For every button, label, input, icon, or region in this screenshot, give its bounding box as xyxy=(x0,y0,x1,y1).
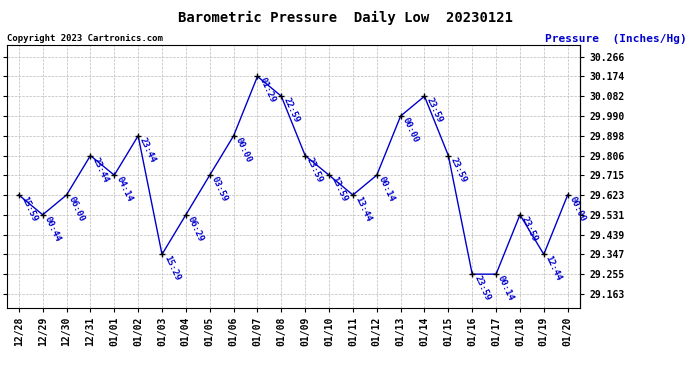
Text: 23:44: 23:44 xyxy=(138,136,157,164)
Text: Barometric Pressure  Daily Low  20230121: Barometric Pressure Daily Low 20230121 xyxy=(177,11,513,26)
Text: 23:59: 23:59 xyxy=(520,215,540,243)
Text: 22:59: 22:59 xyxy=(282,96,301,124)
Text: 00:14: 00:14 xyxy=(377,175,396,203)
Text: 06:00: 06:00 xyxy=(66,195,86,223)
Text: 23:44: 23:44 xyxy=(90,156,110,184)
Text: 23:59: 23:59 xyxy=(448,156,468,184)
Text: 12:44: 12:44 xyxy=(544,254,563,282)
Text: 01:29: 01:29 xyxy=(257,76,277,105)
Text: 00:44: 00:44 xyxy=(43,215,62,243)
Text: 03:59: 03:59 xyxy=(210,175,229,203)
Text: 04:14: 04:14 xyxy=(115,175,134,203)
Text: 13:59: 13:59 xyxy=(329,175,348,203)
Text: 23:59: 23:59 xyxy=(305,156,325,184)
Text: 23:59: 23:59 xyxy=(472,274,492,302)
Text: 13:44: 13:44 xyxy=(353,195,373,223)
Text: 00:00: 00:00 xyxy=(401,116,420,144)
Text: 23:59: 23:59 xyxy=(424,96,444,124)
Text: 15:29: 15:29 xyxy=(162,254,181,282)
Text: 06:29: 06:29 xyxy=(186,215,206,243)
Text: Pressure  (Inches/Hg): Pressure (Inches/Hg) xyxy=(545,34,687,44)
Text: 15:59: 15:59 xyxy=(19,195,39,223)
Text: 00:00: 00:00 xyxy=(234,136,253,164)
Text: 00:00: 00:00 xyxy=(568,195,587,223)
Text: 00:14: 00:14 xyxy=(496,274,515,302)
Text: Copyright 2023 Cartronics.com: Copyright 2023 Cartronics.com xyxy=(7,34,163,43)
